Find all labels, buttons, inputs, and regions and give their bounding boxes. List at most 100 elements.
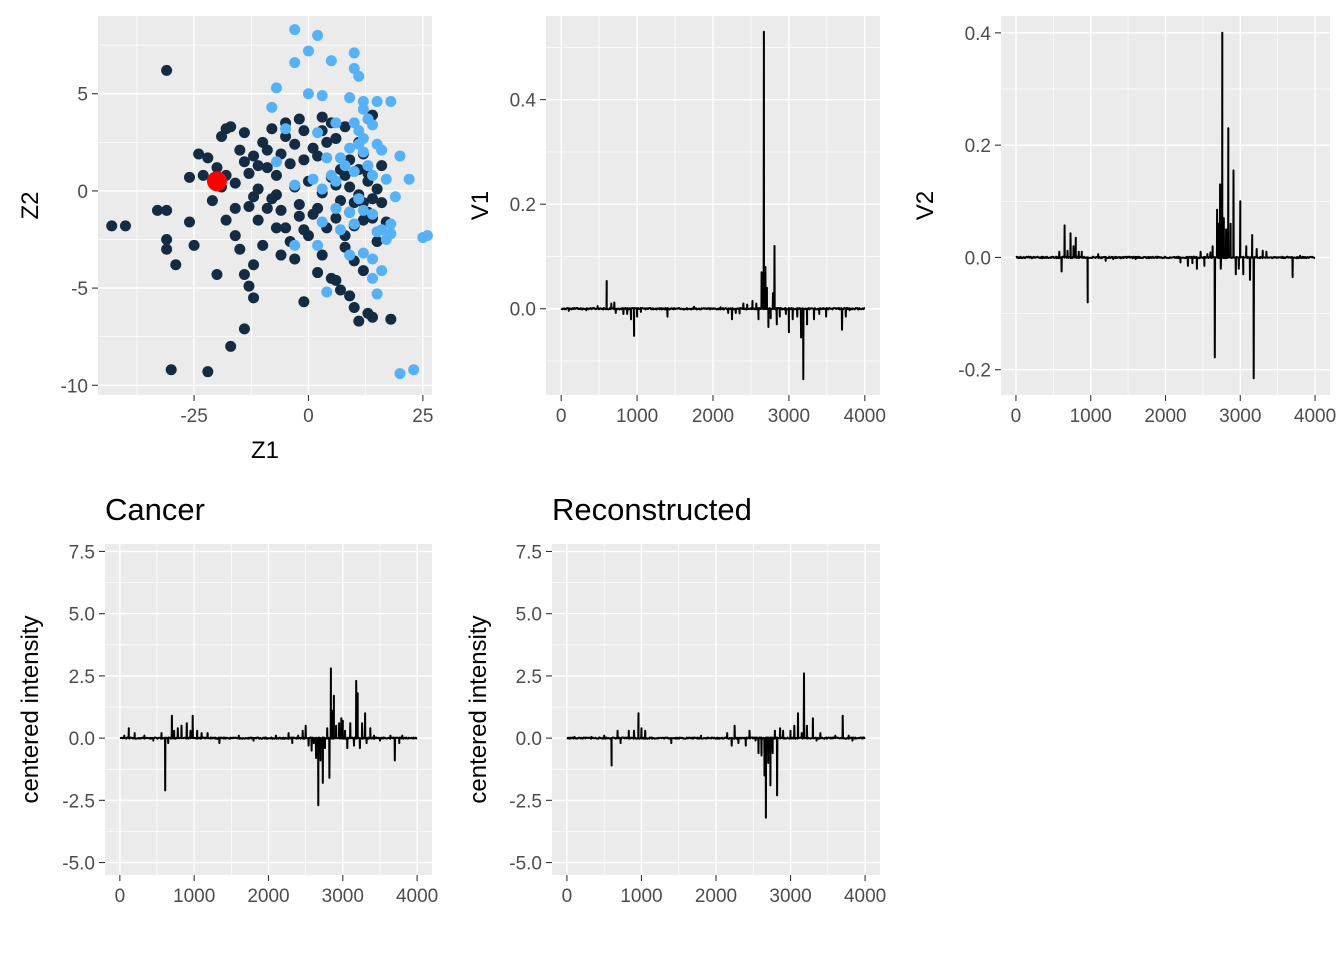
x-tick-label: 4000 [396, 886, 438, 907]
scatter-point-light [270, 82, 282, 94]
scatter-point-dark [243, 200, 255, 212]
x-tick-label: 2000 [695, 886, 737, 907]
scatter-point-dark [321, 136, 333, 148]
scatter-point-light [316, 183, 328, 195]
scatter-point-light [385, 228, 397, 240]
scatter-point-light [389, 191, 401, 203]
y-tick-label: 2.5 [69, 667, 95, 688]
scatter-point-light [302, 88, 314, 100]
scatter-point-dark [344, 181, 356, 193]
y-tick-label: -5.0 [62, 854, 95, 875]
scatter-point-light [334, 224, 346, 236]
scatter-point-dark [151, 204, 163, 216]
x-tick-label: 0 [562, 886, 573, 907]
scatter-point-dark [275, 249, 287, 261]
line-panel-reconstructed: 0 1000 2000 3000 4000 -5.0 -2.5 0.0 2.5 5.0 7.5 Rec… [465, 492, 886, 907]
scatter-point-dark [248, 150, 260, 162]
scatter-point-light [344, 142, 356, 154]
scatter-point-light [280, 123, 292, 135]
scatter-point-dark [307, 142, 319, 154]
scatter-point-dark [206, 195, 218, 207]
y-axis-title: centered intensity [17, 615, 44, 803]
scatter-point-dark [238, 323, 250, 335]
scatter-point-dark [293, 113, 305, 125]
y-tick-label: 0.4 [510, 91, 537, 112]
scatter-point-light [385, 96, 397, 108]
y-tick-label: 5.0 [69, 605, 95, 626]
scatter-point-dark [344, 290, 356, 302]
scatter-point-dark [284, 158, 296, 170]
scatter-point-light [348, 218, 360, 230]
x-tick-label: 2000 [1144, 406, 1186, 427]
scatter-point-light [270, 156, 282, 168]
scatter-point-dark [293, 210, 305, 222]
x-tick-label: 1000 [1070, 406, 1112, 427]
scatter-point-light [312, 239, 324, 251]
y-tick-label: -5 [71, 279, 88, 300]
x-tick-label: 1000 [620, 886, 662, 907]
y-axis-title: centered intensity [465, 615, 492, 803]
scatter-point-dark [348, 302, 360, 314]
scatter-point-dark [298, 296, 310, 308]
scatter-point-dark [165, 364, 177, 376]
scatter-point-light [266, 101, 278, 113]
scatter-point-dark [385, 313, 397, 325]
scatter-point-dark [248, 292, 260, 304]
scatter-point-light [367, 119, 379, 131]
scatter-point-light [362, 160, 374, 172]
y-tick-label: -2.5 [509, 791, 542, 812]
x-tick-label: 0 [556, 406, 567, 427]
scatter-point-dark [243, 280, 255, 292]
scatter-point-light [344, 92, 356, 104]
scatter-point-light [394, 150, 406, 162]
scatter-point-light [394, 368, 406, 380]
scatter-point-dark [270, 189, 282, 201]
scatter-point-dark [376, 197, 388, 209]
x-tick-label: 3000 [322, 886, 364, 907]
scatter-point-light [289, 57, 301, 69]
scatter-point-light [316, 216, 328, 228]
y-axis-title: Z2 [17, 191, 44, 219]
scatter-point-light [357, 204, 369, 216]
scatter-point-dark [280, 222, 292, 234]
scatter-point-light [367, 272, 379, 284]
scatter-point-light [376, 144, 388, 156]
scatter-point-dark [161, 64, 173, 76]
scatter-point-light [353, 70, 365, 82]
scatter-point-dark [161, 204, 173, 216]
spectrum-trace [119, 667, 418, 807]
scatter-point-dark [252, 160, 264, 172]
scatter-point-dark [211, 162, 223, 174]
scatter-point-light [371, 96, 383, 108]
y-tick-label: 0.0 [965, 248, 991, 269]
scatter-point-dark [243, 167, 255, 179]
plot-title: Reconstructed [552, 492, 752, 527]
scatter-point-dark [298, 125, 310, 137]
scatter-point-dark [229, 202, 241, 214]
scatter-point-dark [316, 111, 328, 123]
scatter-point-dark [312, 202, 324, 214]
scatter-point-dark [261, 162, 273, 174]
scatter-point-dark [270, 222, 282, 234]
scatter-point-light [367, 208, 379, 220]
scatter-point-light [344, 206, 356, 218]
y-axis-title: V1 [467, 191, 494, 220]
scatter-point-light [357, 96, 369, 108]
scatter-point-light [348, 165, 360, 177]
x-tick-label: 3000 [769, 886, 811, 907]
scatter-point-light [289, 239, 301, 251]
scatter-point-dark [367, 193, 379, 205]
scatter-point-dark [238, 127, 250, 139]
y-axis-title: V2 [912, 191, 939, 220]
scatter-point-light [353, 138, 365, 150]
scatter-point-light [325, 55, 337, 67]
scatter-point-light [302, 45, 314, 57]
y-tick-label: -0.2 [958, 361, 991, 382]
scatter-point-dark [229, 177, 241, 189]
scatter-point-dark [339, 169, 351, 181]
x-tick-label: 3000 [1219, 406, 1261, 427]
scatter-point-light [357, 103, 369, 115]
x-tick-label: 0 [1011, 406, 1022, 427]
scatter-point-light [312, 127, 324, 139]
